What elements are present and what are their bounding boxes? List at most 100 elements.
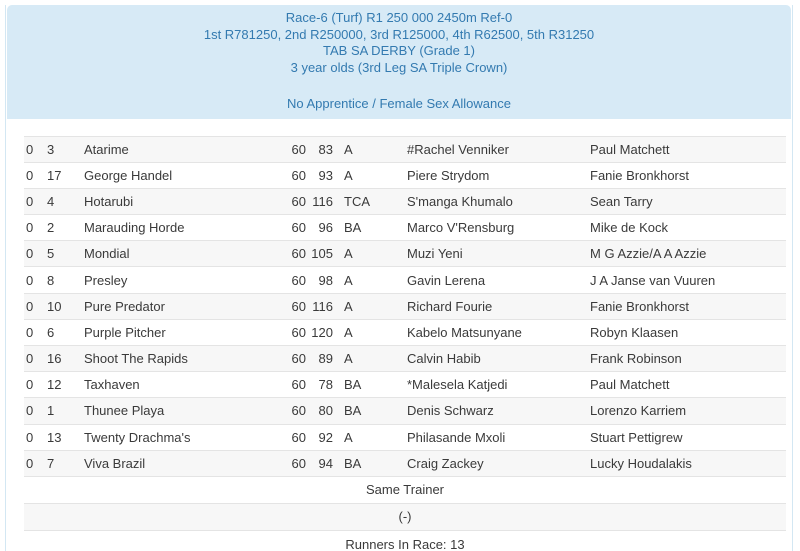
cell-weight: 60 — [270, 397, 306, 425]
cell-merit-rating: 96 — [306, 214, 336, 241]
cell-trainer: Sean Tarry — [588, 187, 786, 215]
cell-gear-code: A — [336, 292, 402, 320]
cell-weight: 60 — [270, 318, 306, 346]
cell-horse-name: Hotarubi — [84, 187, 270, 215]
cell-merit-rating: 78 — [306, 371, 336, 398]
cell-flag: 0 — [24, 344, 44, 372]
cell-number: 13 — [44, 423, 84, 451]
table-row: 0 12 Taxhaven 60 78 BA *Malesela Katjedi… — [24, 371, 786, 398]
cell-flag: 0 — [24, 423, 44, 451]
cell-merit-rating: 116 — [306, 292, 336, 320]
cell-horse-name: Twenty Drachma's — [84, 423, 270, 451]
cell-trainer: Mike de Kock — [588, 214, 786, 241]
table-row: 0 6 Purple Pitcher 60 120 A Kabelo Matsu… — [24, 318, 786, 346]
same-trainer-value: (-) — [24, 502, 786, 531]
race-header: Race-6 (Turf) R1 250 000 2450m Ref-0 1st… — [7, 5, 791, 119]
cell-weight: 60 — [270, 266, 306, 294]
table-row: 0 10 Pure Predator 60 116 A Richard Four… — [24, 292, 786, 320]
cell-trainer: Paul Matchett — [588, 135, 786, 163]
cell-merit-rating: 83 — [306, 135, 336, 163]
cell-flag: 0 — [24, 187, 44, 215]
cell-trainer: M G Azzie/A A Azzie — [588, 240, 786, 267]
cell-jockey: Gavin Lerena — [402, 266, 588, 294]
cell-jockey: Piere Strydom — [402, 161, 588, 189]
cell-jockey: Denis Schwarz — [402, 397, 588, 425]
table-row: 0 16 Shoot The Rapids 60 89 A Calvin Hab… — [24, 344, 786, 372]
table-row: 0 8 Presley 60 98 A Gavin Lerena J A Jan… — [24, 266, 786, 294]
cell-weight: 60 — [270, 344, 306, 372]
cell-trainer: Lucky Houdalakis — [588, 449, 786, 477]
cell-trainer: Robyn Klaasen — [588, 318, 786, 346]
cell-number: 3 — [44, 135, 84, 163]
cell-gear-code: A — [336, 318, 402, 346]
cell-gear-code: TCA — [336, 187, 402, 215]
cell-jockey: Kabelo Matsunyane — [402, 318, 588, 346]
cell-number: 4 — [44, 187, 84, 215]
allowance-note: No Apprentice / Female Sex Allowance — [286, 96, 511, 111]
cell-weight: 60 — [270, 214, 306, 241]
cell-jockey: Muzi Yeni — [402, 240, 588, 267]
runners-body: 0 3 Atarime 60 83 A #Rachel Venniker Pau… — [24, 135, 786, 477]
cell-weight: 60 — [270, 449, 306, 477]
cell-horse-name: Purple Pitcher — [84, 318, 270, 346]
cell-flag: 0 — [24, 161, 44, 189]
cell-number: 16 — [44, 344, 84, 372]
cell-gear-code: BA — [336, 371, 402, 398]
table-row: 0 13 Twenty Drachma's 60 92 A Philasande… — [24, 423, 786, 451]
cell-weight: 60 — [270, 161, 306, 189]
cell-gear-code: BA — [336, 449, 402, 477]
cell-weight: 60 — [270, 292, 306, 320]
cell-merit-rating: 98 — [306, 266, 336, 294]
table-row: 0 2 Marauding Horde 60 96 BA Marco V'Ren… — [24, 214, 786, 241]
cell-jockey: #Rachel Venniker — [402, 135, 588, 163]
race-conditions: 3 year olds (3rd Leg SA Triple Crown) — [290, 59, 508, 75]
cell-flag: 0 — [24, 318, 44, 346]
cell-jockey: Marco V'Rensburg — [402, 214, 588, 241]
cell-trainer: Paul Matchett — [588, 371, 786, 398]
cell-merit-rating: 92 — [306, 423, 336, 451]
cell-gear-code: BA — [336, 214, 402, 241]
cell-gear-code: A — [336, 266, 402, 294]
cell-horse-name: Pure Predator — [84, 292, 270, 320]
cell-weight: 60 — [270, 135, 306, 163]
cell-merit-rating: 80 — [306, 397, 336, 425]
cell-merit-rating: 120 — [306, 318, 336, 346]
cell-merit-rating: 116 — [306, 187, 336, 215]
cell-flag: 0 — [24, 371, 44, 398]
prize-breakdown: 1st R781250, 2nd R250000, 3rd R125000, 4… — [203, 26, 595, 42]
cell-horse-name: Thunee Playa — [84, 397, 270, 425]
cell-jockey: Craig Zackey — [402, 449, 588, 477]
cell-gear-code: A — [336, 344, 402, 372]
race-title: Race-6 (Turf) R1 250 000 2450m Ref-0 — [285, 10, 513, 25]
cell-number: 1 — [44, 397, 84, 425]
cell-weight: 60 — [270, 187, 306, 215]
table-footer: Same Trainer (-) Runners In Race: 13 — [24, 475, 786, 551]
race-card-page: Race-6 (Turf) R1 250 000 2450m Ref-0 1st… — [5, 5, 793, 551]
same-trainer-label: Same Trainer — [24, 475, 786, 504]
cell-trainer: Fanie Bronkhorst — [588, 292, 786, 320]
race-name: TAB SA DERBY (Grade 1) — [323, 43, 475, 58]
cell-jockey: Calvin Habib — [402, 344, 588, 372]
cell-merit-rating: 105 — [306, 240, 336, 267]
cell-number: 10 — [44, 292, 84, 320]
cell-gear-code: A — [336, 135, 402, 163]
cell-jockey: Richard Fourie — [402, 292, 588, 320]
cell-horse-name: Marauding Horde — [84, 214, 270, 241]
cell-jockey: S'manga Khumalo — [402, 187, 588, 215]
cell-trainer: Stuart Pettigrew — [588, 423, 786, 451]
cell-gear-code: A — [336, 240, 402, 267]
cell-weight: 60 — [270, 240, 306, 267]
table-row: 0 4 Hotarubi 60 116 TCA S'manga Khumalo … — [24, 187, 786, 215]
cell-horse-name: Taxhaven — [84, 371, 270, 398]
cell-number: 2 — [44, 214, 84, 241]
table-row: 0 7 Viva Brazil 60 94 BA Craig Zackey Lu… — [24, 449, 786, 477]
same-trainer-row: Same Trainer — [24, 475, 786, 504]
cell-trainer: J A Janse van Vuuren — [588, 266, 786, 294]
cell-merit-rating: 89 — [306, 344, 336, 372]
cell-weight: 60 — [270, 423, 306, 451]
cell-number: 5 — [44, 240, 84, 267]
table-row: 0 3 Atarime 60 83 A #Rachel Venniker Pau… — [24, 135, 786, 163]
runners-in-race: Runners In Race: 13 — [24, 529, 786, 551]
cell-flag: 0 — [24, 135, 44, 163]
table-row: 0 5 Mondial 60 105 A Muzi Yeni M G Azzie… — [24, 240, 786, 267]
